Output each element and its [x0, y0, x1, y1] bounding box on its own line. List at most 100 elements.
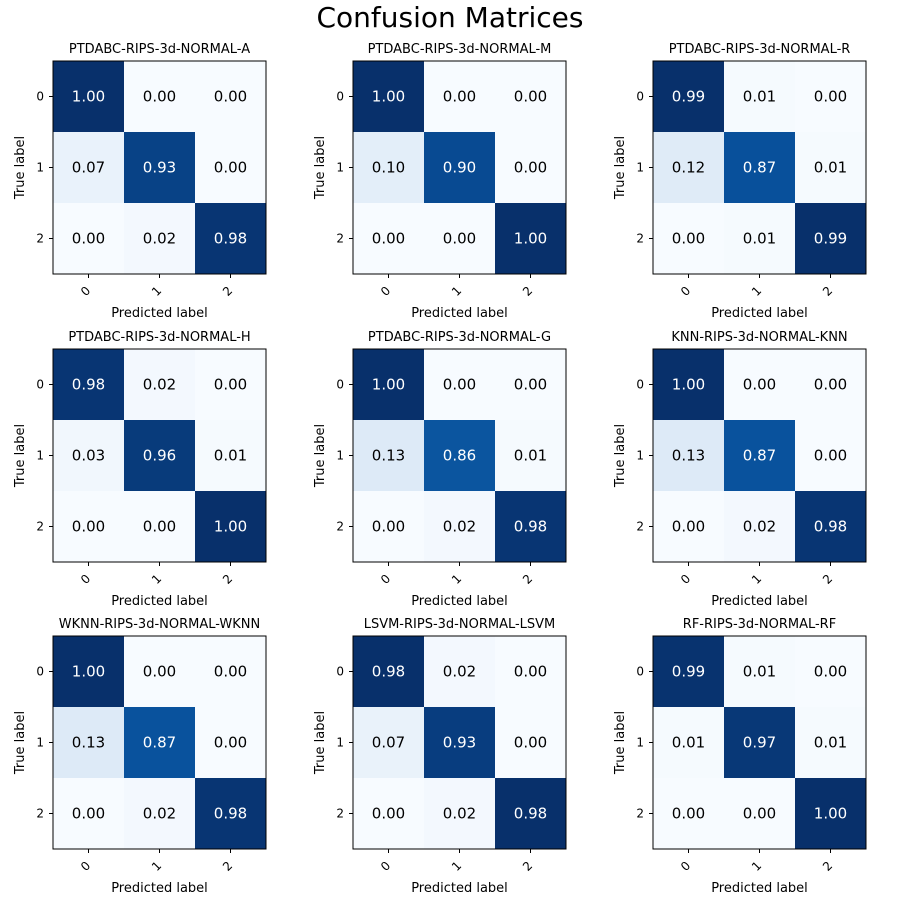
- cell-value-label: 0.00: [214, 663, 247, 681]
- heatmap-cell: [53, 778, 125, 850]
- cell-value-label: 0.00: [214, 376, 247, 394]
- y-axis-label: True label: [613, 136, 628, 200]
- heatmap-cell: [653, 707, 725, 779]
- heatmap-cell: [195, 491, 267, 563]
- heatmap-cell: [353, 636, 425, 708]
- y-tick-label: 0: [636, 378, 644, 392]
- heatmap-cell: [495, 491, 567, 563]
- cell-value-label: 0.10: [372, 159, 405, 177]
- heatmap-cell: [124, 707, 196, 779]
- panels-grid: PTDABC-RIPS-3d-NORMAL-A 1.00 0.00 0.00 0.07 0…: [13, 42, 867, 896]
- y-tick-label: 2: [636, 807, 644, 821]
- heatmap-cell: [795, 203, 867, 275]
- cell-value-label: 0.90: [443, 159, 476, 177]
- cell-value-label: 0.02: [143, 805, 176, 823]
- x-axis-label: Predicted label: [411, 594, 508, 609]
- x-tick-label: 1: [749, 284, 764, 299]
- heatmap-cell: [124, 349, 196, 421]
- y-tick-label: 1: [336, 736, 344, 750]
- heatmap-cell: [653, 61, 725, 133]
- heatmap-cell: [424, 636, 496, 708]
- cell-value-label: 0.00: [72, 230, 105, 248]
- cell-value-label: 0.98: [372, 663, 405, 681]
- heatmap-cell: [53, 203, 125, 275]
- cell-value-label: 0.99: [672, 663, 705, 681]
- heatmap-cell: [495, 707, 567, 779]
- confusion-matrix-panel: PTDABC-RIPS-3d-NORMAL-A 1.00 0.00 0.00 0.07 0…: [13, 42, 267, 321]
- cell-value-label: 0.01: [514, 447, 547, 465]
- heatmap-cell: [724, 491, 796, 563]
- cell-value-label: 0.00: [514, 88, 547, 106]
- panel-title: PTDABC-RIPS-3d-NORMAL-H: [68, 330, 250, 345]
- cell-value-label: 0.00: [214, 88, 247, 106]
- heatmap-cell: [53, 491, 125, 563]
- cell-value-label: 0.00: [514, 376, 547, 394]
- x-tick-label: 2: [520, 284, 535, 299]
- heatmap-cell: [795, 61, 867, 133]
- heatmap-cell: [195, 132, 267, 204]
- cell-value-label: 0.02: [443, 805, 476, 823]
- heatmap-cell: [795, 636, 867, 708]
- heatmap-cell: [353, 707, 425, 779]
- x-tick-label: 1: [749, 572, 764, 587]
- y-axis-label: True label: [13, 711, 28, 775]
- cell-value-label: 0.00: [443, 230, 476, 248]
- cell-value-label: 0.98: [514, 518, 547, 536]
- heatmap-cell: [124, 420, 196, 492]
- cell-value-label: 0.00: [443, 88, 476, 106]
- y-tick-label: 2: [336, 807, 344, 821]
- cell-value-label: 0.00: [743, 805, 776, 823]
- confusion-matrix-panel: KNN-RIPS-3d-NORMAL-KNN 1.00 0.00 0.00 0.13 0.…: [613, 330, 867, 609]
- cell-value-label: 0.00: [514, 734, 547, 752]
- cell-value-label: 0.86: [443, 447, 476, 465]
- cell-value-label: 0.13: [72, 734, 105, 752]
- y-tick-label: 2: [336, 520, 344, 534]
- cell-value-label: 0.01: [814, 734, 847, 752]
- x-tick-label: 1: [449, 859, 464, 874]
- cell-value-label: 0.07: [72, 159, 105, 177]
- heatmap-cell: [195, 778, 267, 850]
- cell-value-label: 0.97: [743, 734, 776, 752]
- cell-value-label: 0.00: [514, 663, 547, 681]
- heatmap-cell: [124, 132, 196, 204]
- panel-title: PTDABC-RIPS-3d-NORMAL-G: [368, 330, 551, 345]
- heatmap-cell: [124, 778, 196, 850]
- x-tick-label: 1: [149, 859, 164, 874]
- y-tick-label: 1: [636, 161, 644, 175]
- heatmap-cell: [724, 61, 796, 133]
- x-tick-label: 2: [220, 572, 235, 587]
- cell-value-label: 0.98: [814, 518, 847, 536]
- x-tick-label: 1: [449, 572, 464, 587]
- y-tick-label: 2: [636, 520, 644, 534]
- y-tick-label: 0: [336, 90, 344, 104]
- y-tick-label: 1: [36, 449, 44, 463]
- heatmap-cell: [653, 132, 725, 204]
- cell-value-label: 0.87: [743, 447, 776, 465]
- cell-value-label: 0.01: [214, 447, 247, 465]
- y-tick-label: 0: [336, 378, 344, 392]
- confusion-matrix-panel: WKNN-RIPS-3d-NORMAL-WKNN 1.00 0.00 0.00 0.13…: [13, 617, 267, 896]
- cell-value-label: 0.00: [372, 805, 405, 823]
- cell-value-label: 0.12: [672, 159, 705, 177]
- confusion-matrix-panel: RF-RIPS-3d-NORMAL-RF 0.99 0.01 0.00 0.01 0.97…: [613, 617, 867, 896]
- heatmap-cell: [124, 636, 196, 708]
- cell-value-label: 0.02: [143, 376, 176, 394]
- cell-value-label: 0.00: [814, 663, 847, 681]
- heatmap-cell: [424, 420, 496, 492]
- cell-value-label: 1.00: [72, 663, 105, 681]
- cell-value-label: 0.02: [443, 518, 476, 536]
- cell-value-label: 0.00: [514, 159, 547, 177]
- x-tick-label: 0: [78, 859, 93, 874]
- heatmap-cell: [495, 778, 567, 850]
- confusion-matrix-panel: PTDABC-RIPS-3d-NORMAL-H 0.98 0.02 0.00 0.03 0…: [13, 330, 267, 609]
- cell-value-label: 0.99: [814, 230, 847, 248]
- cell-value-label: 0.13: [372, 447, 405, 465]
- heatmap-cell: [124, 491, 196, 563]
- heatmap-cell: [424, 491, 496, 563]
- heatmap-cell: [353, 203, 425, 275]
- cell-value-label: 0.01: [743, 663, 776, 681]
- confusion-matrix-panel: PTDABC-RIPS-3d-NORMAL-M 1.00 0.00 0.00 0.10 0…: [313, 42, 567, 321]
- y-axis-label: True label: [313, 136, 328, 200]
- x-tick-label: 2: [820, 859, 835, 874]
